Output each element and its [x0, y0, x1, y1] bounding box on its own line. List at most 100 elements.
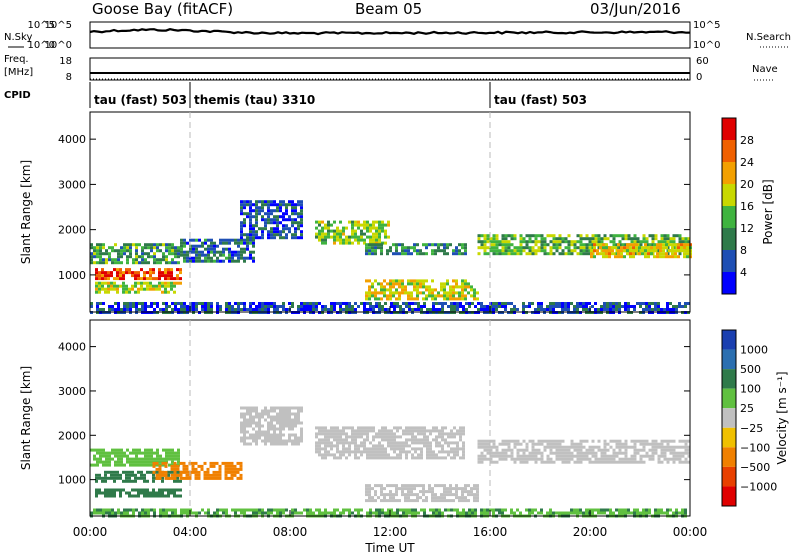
echo-cell — [501, 305, 504, 308]
echo-cell — [150, 460, 153, 464]
echo-cell — [408, 450, 411, 454]
echo-cell — [456, 444, 459, 448]
echo-cell — [99, 302, 102, 305]
echo-cell — [258, 206, 261, 210]
echo-cell — [378, 441, 381, 445]
echo-cell — [122, 287, 125, 291]
echo-cell — [644, 249, 647, 253]
echo-cell — [417, 426, 420, 430]
echo-cell — [531, 302, 534, 305]
echo-cell — [377, 297, 380, 301]
echo-cell — [135, 261, 138, 265]
echo-cell — [437, 499, 440, 503]
echo-cell — [267, 230, 270, 234]
echo-cell — [453, 305, 456, 308]
echo-cell — [141, 255, 144, 259]
echo-cell — [477, 457, 481, 461]
echo-cell — [360, 450, 363, 454]
echo-cell — [270, 227, 273, 231]
echo-cell — [153, 246, 156, 250]
echo-cell — [477, 445, 481, 449]
echo-cell — [90, 511, 93, 515]
echo-cell — [198, 256, 201, 260]
echo-cell — [246, 421, 249, 425]
echo-cell — [128, 290, 131, 294]
echo-cell — [123, 252, 126, 256]
echo-cell — [204, 302, 207, 305]
echo-cell — [104, 271, 107, 275]
echo-cell — [107, 287, 110, 291]
echo-cell — [597, 308, 600, 311]
echo-cell — [138, 308, 141, 311]
echo-cell — [207, 250, 210, 254]
echo-cell — [377, 282, 380, 286]
echo-cell — [144, 243, 147, 247]
echo-cell — [177, 448, 180, 452]
echo-cell — [390, 302, 393, 305]
echo-cell — [171, 454, 174, 458]
echo-cell — [182, 476, 186, 480]
echo-cell — [579, 305, 582, 308]
echo-cell — [282, 308, 285, 311]
echo-cell — [371, 249, 374, 253]
echo-cell — [327, 308, 330, 311]
echo-cell — [240, 302, 243, 305]
echo-cell — [198, 302, 201, 305]
echo-cell — [230, 461, 234, 465]
echo-cell — [348, 302, 351, 305]
echo-cell — [672, 305, 675, 308]
echo-cell — [623, 249, 626, 253]
echo-cell — [552, 451, 556, 455]
echo-cell — [573, 240, 577, 244]
echo-cell — [528, 508, 531, 512]
echo-cell — [383, 499, 386, 503]
echo-cell — [516, 249, 520, 253]
echo-cell — [522, 439, 526, 443]
echo-cell — [231, 238, 234, 242]
echo-cell — [255, 421, 258, 425]
echo-cell — [345, 241, 348, 245]
echo-cell — [374, 252, 377, 256]
echo-cell — [363, 447, 366, 451]
echo-cell — [687, 237, 691, 241]
echo-cell — [555, 243, 559, 247]
echo-cell — [443, 252, 446, 256]
echo-cell — [225, 256, 228, 260]
echo-cell — [540, 249, 544, 253]
echo-cell — [102, 451, 105, 455]
echo-cell — [146, 488, 149, 492]
echo-cell — [249, 433, 252, 437]
echo-cell — [324, 308, 327, 311]
echo-cell — [393, 438, 396, 442]
echo-cell — [117, 261, 120, 265]
echo-cell — [110, 284, 113, 288]
echo-cell — [672, 234, 676, 238]
echo-cell — [395, 243, 398, 247]
echo-cell — [546, 445, 550, 449]
echo-cell — [402, 308, 405, 311]
echo-cell — [645, 451, 649, 455]
echo-cell — [128, 268, 131, 272]
echo-cell — [315, 226, 318, 230]
echo-cell — [252, 427, 255, 431]
echo-cell — [654, 305, 657, 308]
echo-cell — [123, 249, 126, 253]
echo-cell — [116, 284, 119, 288]
echo-cell — [620, 249, 623, 253]
echo-cell — [360, 223, 363, 227]
echo-cell — [570, 249, 574, 253]
echo-cell — [612, 252, 616, 256]
echo-cell — [510, 243, 514, 247]
echo-cell — [102, 302, 105, 305]
echo-cell — [171, 508, 174, 512]
echo-cell — [404, 291, 407, 295]
echo-cell — [393, 302, 396, 305]
echo-cell — [149, 287, 152, 291]
echo-cell — [441, 511, 444, 515]
echo-cell — [624, 511, 627, 515]
echo-cell — [288, 230, 291, 234]
echo-cell — [579, 302, 582, 305]
echo-cell — [579, 234, 583, 238]
echo-cell — [417, 308, 420, 311]
